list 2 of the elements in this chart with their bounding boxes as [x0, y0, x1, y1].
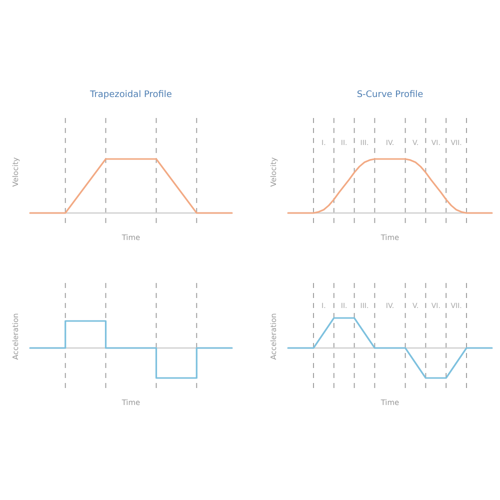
chart-title: Trapezoidal Profile [89, 90, 172, 100]
chart-title: S-Curve Profile [356, 90, 424, 100]
